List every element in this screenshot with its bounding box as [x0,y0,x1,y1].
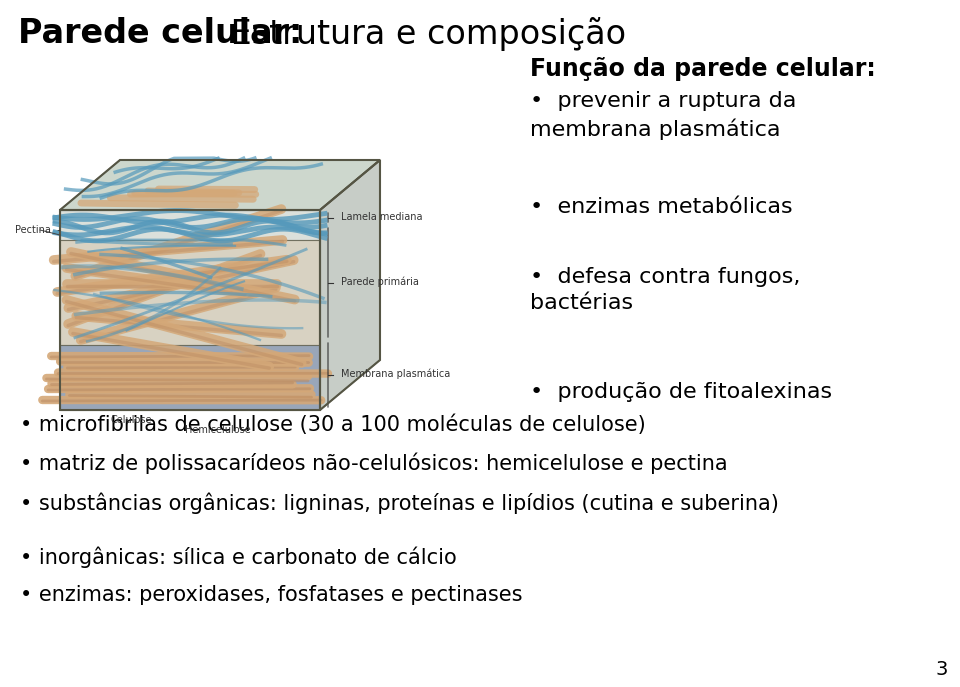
Text: •  enzimas metabólicas: • enzimas metabólicas [530,197,793,217]
Text: •  prevenir a ruptura da
membrana plasmática: • prevenir a ruptura da membrana plasmát… [530,91,797,139]
Text: Parede celular:: Parede celular: [18,17,302,50]
Polygon shape [60,160,380,210]
Text: Lamela mediana: Lamela mediana [341,212,422,222]
Text: • substâncias orgânicas: ligninas, proteínas e lipídios (cutina e suberina): • substâncias orgânicas: ligninas, prote… [20,492,779,513]
Text: • inorgânicas: sílica e carbonato de cálcio: • inorgânicas: sílica e carbonato de cál… [20,547,457,569]
Text: Estrutura e composição: Estrutura e composição [220,17,626,51]
Text: Celulose: Celulose [110,415,152,425]
Polygon shape [60,210,320,240]
Text: • enzimas: peroxidases, fosfatases e pectinases: • enzimas: peroxidases, fosfatases e pec… [20,585,522,605]
Polygon shape [60,160,380,210]
Text: •  defesa contra fungos,
bactérias: • defesa contra fungos, bactérias [530,267,801,313]
Text: • microfibrilas de celulose (30 a 100 moléculas de celulose): • microfibrilas de celulose (30 a 100 mo… [20,415,646,436]
Polygon shape [60,345,320,410]
Polygon shape [320,160,380,410]
Text: Pectina  -: Pectina - [15,225,60,235]
Text: Função da parede celular:: Função da parede celular: [530,57,876,81]
Text: Membrana plasmática: Membrana plasmática [341,369,450,379]
Text: 3: 3 [936,660,948,679]
Polygon shape [60,240,320,345]
Text: •  produção de fitoalexinas: • produção de fitoalexinas [530,382,832,402]
Text: • matriz de polissacarídeos não-celulósicos: hemicelulose e pectina: • matriz de polissacarídeos não-celulósi… [20,453,728,475]
Text: Hemicelulose: Hemicelulose [185,425,251,435]
Text: Parede primária: Parede primária [341,277,419,287]
